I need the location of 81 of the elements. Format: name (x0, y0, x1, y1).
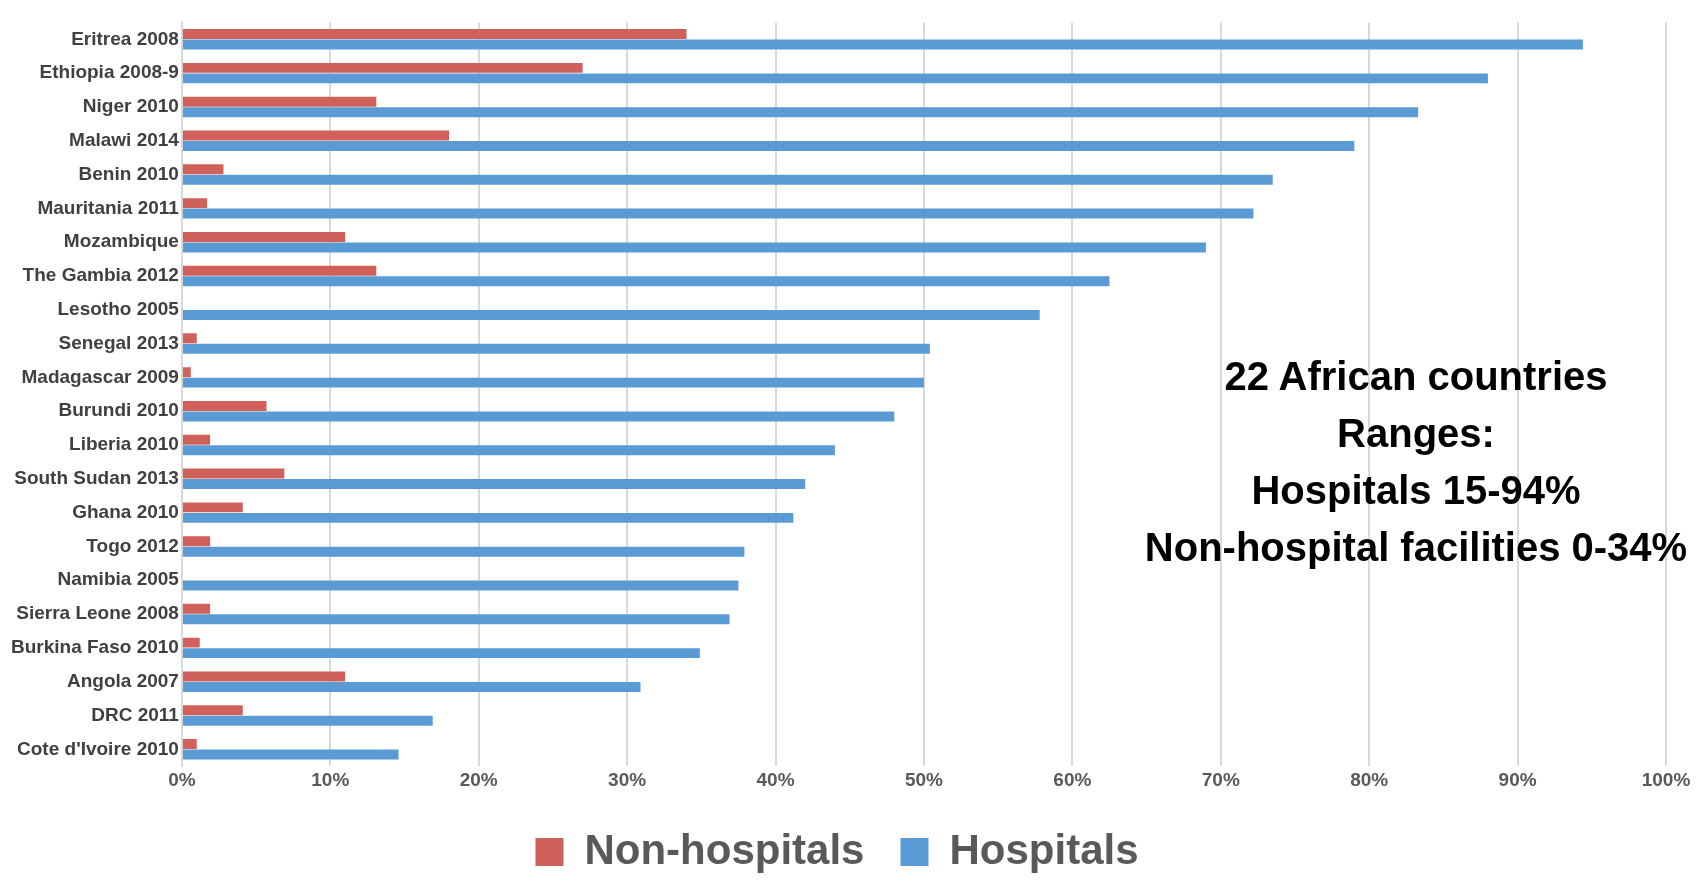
bar (182, 39, 1583, 50)
y-tick-label: Ethiopia 2008-9 (39, 61, 179, 83)
x-tick-label: 70% (1201, 768, 1240, 790)
y-tick-label: Malawi 2014 (69, 128, 180, 150)
bar (182, 377, 924, 388)
y-tick-label: South Sudan 2013 (14, 467, 179, 489)
annotation: 22 African countries (1224, 354, 1608, 399)
bar (182, 648, 700, 659)
bar (182, 29, 687, 40)
y-tick-label: Namibia 2005 (57, 568, 180, 590)
y-tick-label: Togo 2012 (86, 534, 179, 556)
y-tick-label: Mauritania 2011 (37, 196, 180, 218)
y-tick-label: Sierra Leone 2008 (16, 602, 179, 624)
x-tick-label: 80% (1350, 768, 1389, 790)
y-tick-label: Ghana 2010 (72, 500, 179, 522)
bar (182, 198, 208, 209)
x-tick-label: 100% (1641, 768, 1691, 790)
bar (182, 637, 200, 648)
y-tick-label: Eritrea 2008 (71, 27, 179, 49)
bar (182, 705, 243, 716)
bar (182, 468, 285, 479)
bar (182, 614, 730, 625)
legend-label: Hospitals (949, 825, 1139, 873)
bar (182, 208, 1254, 219)
legend-label: Non-hospitals (584, 825, 865, 873)
bar (182, 231, 346, 242)
bar (182, 164, 224, 175)
bar (182, 276, 1110, 287)
bar (182, 333, 197, 344)
x-tick-label: 0% (168, 768, 196, 790)
bar (182, 749, 399, 760)
x-tick-label: 90% (1498, 768, 1537, 790)
y-tick-label: Benin 2010 (78, 162, 179, 184)
bar (182, 681, 641, 692)
x-tick-label: 60% (1053, 768, 1092, 790)
x-tick-label: 20% (459, 768, 498, 790)
bar (182, 739, 197, 750)
y-tick-label: The Gambia 2012 (22, 264, 179, 286)
bar (182, 73, 1488, 84)
y-tick-label: Angola 2007 (66, 669, 179, 691)
bar (182, 310, 1040, 320)
bar (182, 445, 835, 456)
y-tick-label: Cote d'Ivoire 2010 (17, 737, 179, 759)
bar (182, 400, 267, 411)
bar (182, 411, 895, 422)
bar (182, 367, 191, 378)
bar (182, 107, 1419, 118)
y-tick-label: Liberia 2010 (69, 433, 179, 455)
bar (182, 536, 211, 547)
y-tick-label: Senegal 2013 (58, 331, 179, 353)
bar (182, 546, 745, 557)
y-tick-label: Lesotho 2005 (57, 298, 180, 320)
bar (182, 512, 794, 523)
x-tick-label: 10% (311, 768, 350, 790)
bar (182, 174, 1273, 185)
bar (182, 479, 806, 490)
bar (182, 434, 211, 445)
bar (182, 715, 433, 726)
y-tick-label: Burkina Faso 2010 (10, 636, 179, 658)
x-tick-label: 30% (608, 768, 647, 790)
bar (182, 343, 930, 354)
y-tick-label: Burundi 2010 (58, 399, 179, 421)
bar (182, 580, 739, 591)
y-tick-label: Madagascar 2009 (21, 365, 179, 387)
y-tick-label: DRC 2011 (91, 703, 180, 725)
bar (182, 603, 211, 614)
y-tick-label: Mozambique (63, 230, 179, 252)
annotation: Hospitals 15-94% (1251, 468, 1581, 513)
bar (182, 242, 1206, 253)
bar (182, 140, 1355, 151)
annotation: Non-hospital facilities 0-34% (1144, 525, 1688, 570)
bar (182, 130, 450, 141)
bar (182, 96, 377, 107)
annotation: Ranges: (1337, 411, 1495, 456)
y-tick-label: Niger 2010 (82, 95, 179, 117)
x-tick-label: 40% (756, 768, 795, 790)
bar (182, 502, 243, 513)
bar (182, 671, 346, 682)
x-tick-label: 50% (904, 768, 944, 790)
bar (182, 62, 583, 73)
bar (182, 265, 377, 276)
